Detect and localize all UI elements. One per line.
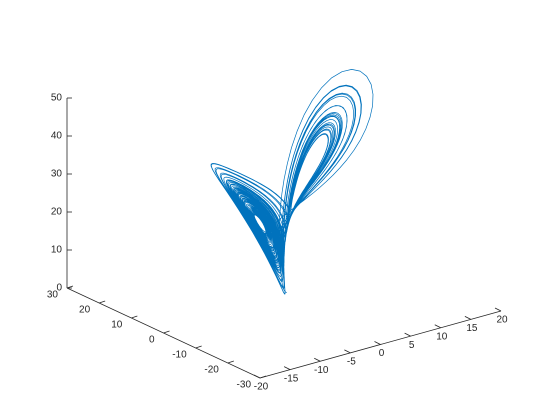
z-tick-label: 50 — [51, 93, 63, 104]
y-tick-label: 10 — [111, 320, 123, 331]
y-tick — [259, 375, 267, 379]
x-tick-label: -10 — [314, 365, 329, 376]
y-tick — [163, 330, 170, 334]
x-tick-label: 10 — [436, 331, 448, 342]
y-tick-label: 20 — [79, 305, 91, 316]
y-tick-label: 30 — [47, 290, 59, 301]
y-tick — [99, 300, 106, 304]
y-tick-label: -10 — [172, 350, 187, 361]
y-tick — [195, 345, 202, 349]
x-tick-label: 15 — [466, 323, 478, 334]
z-tick-label: 0 — [56, 283, 62, 294]
x-tick — [374, 341, 381, 345]
z-tick-label: 40 — [51, 131, 63, 142]
x-tick — [494, 307, 502, 312]
x-tick-label: 20 — [496, 315, 508, 326]
x-tick-label: -5 — [347, 357, 356, 368]
z-tick-label: 20 — [51, 207, 63, 218]
x-tick — [314, 357, 321, 362]
x-tick — [434, 324, 441, 329]
y-tick — [227, 360, 234, 364]
y-tick-label: -30 — [237, 380, 252, 391]
x-tick — [253, 374, 261, 379]
x-tick — [344, 349, 351, 354]
tick-group: -20-15-10-505101520-30-20-10010203001020… — [47, 93, 508, 393]
z-tick-label: 10 — [51, 245, 63, 256]
x-tick — [283, 366, 291, 370]
trajectory-series — [210, 69, 374, 295]
z-tick-label: 30 — [51, 169, 63, 180]
y-tick — [131, 315, 138, 319]
y-tick-label: 0 — [149, 335, 155, 346]
x-tick-label: 5 — [409, 340, 415, 351]
x-tick — [464, 316, 472, 320]
trajectory-line — [210, 69, 374, 295]
x-tick-label: -15 — [284, 373, 299, 384]
x-tick — [404, 332, 411, 337]
y-tick-label: -20 — [204, 365, 219, 376]
x-tick-label: -20 — [254, 382, 269, 393]
x-tick-label: 0 — [379, 348, 385, 359]
